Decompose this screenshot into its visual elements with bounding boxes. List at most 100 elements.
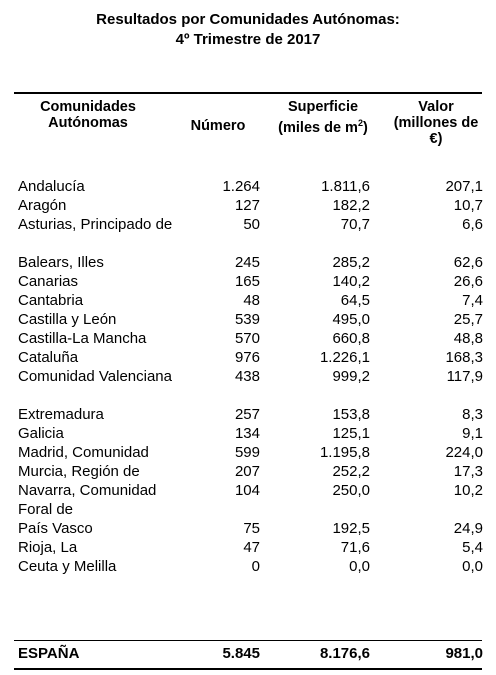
cell-superficie: 125,1 xyxy=(332,425,370,442)
cell-numero: 104 xyxy=(234,482,260,499)
data-rows: Andalucía 1.264 1.811,6 207,1 Aragón 127 182,2… xyxy=(0,177,496,576)
header-superficie-exponent: 2 xyxy=(357,118,363,128)
cell-valor: 17,3 xyxy=(453,463,483,480)
cell-superficie: 0,0 xyxy=(349,558,370,575)
cell-valor: 207,1 xyxy=(445,178,483,195)
header-valor-line1: Valor xyxy=(418,99,454,115)
table-row: Rioja, La 47 71,6 5,4 xyxy=(0,538,496,557)
cell-numero: 599 xyxy=(234,444,260,461)
cell-superficie: 250,0 xyxy=(332,482,370,499)
cell-superficie: 182,2 xyxy=(332,197,370,214)
table-row: Extremadura 257 153,8 8,3 xyxy=(0,405,496,424)
cell-numero: 127 xyxy=(234,197,260,214)
cell-numero: 47 xyxy=(243,539,260,556)
cell-numero: 165 xyxy=(234,273,260,290)
cell-valor: 5,4 xyxy=(462,539,483,556)
cell-superficie: 71,6 xyxy=(340,539,370,556)
table-row: Canarias 165 140,2 26,6 xyxy=(0,272,496,291)
cell-superficie: 252,2 xyxy=(332,463,370,480)
table-row: Cantabria 48 64,5 7,4 xyxy=(0,291,496,310)
cell-valor: 9,1 xyxy=(462,425,483,442)
cell-superficie: 1.195,8 xyxy=(319,444,370,461)
region-name: Asturias, Principado de xyxy=(18,216,173,233)
total-top-rule xyxy=(14,640,482,641)
cell-valor: 0,0 xyxy=(462,558,483,575)
cell-numero: 539 xyxy=(234,311,260,328)
region-name: Comunidad Valenciana xyxy=(18,368,172,385)
header-numero: Número xyxy=(190,118,246,134)
region-name: Andalucía xyxy=(18,178,85,195)
cell-numero: 75 xyxy=(243,520,260,537)
region-name: Castilla-La Mancha xyxy=(18,330,147,347)
table-row: Andalucía 1.264 1.811,6 207,1 xyxy=(0,177,496,196)
table-row: Murcia, Región de 207 252,2 17,3 xyxy=(0,462,496,481)
title-line-1: Resultados por Comunidades Autónomas: xyxy=(96,11,400,28)
cell-valor: 10,7 xyxy=(453,197,483,214)
cell-numero: 245 xyxy=(234,254,260,271)
cell-valor: 6,6 xyxy=(462,216,483,233)
table-row: Comunidad Valenciana 438 999,2 117,9 xyxy=(0,367,496,405)
table-row: Castilla y León 539 495,0 25,7 xyxy=(0,310,496,329)
header-comunidades: Comunidades Autónomas xyxy=(18,99,158,131)
cell-superficie: 153,8 xyxy=(332,406,370,423)
table-row: Balears, Illes 245 285,2 62,6 xyxy=(0,253,496,272)
region-name: Cataluña xyxy=(18,349,79,366)
region-name: Galicia xyxy=(18,425,64,442)
header-comunidades-line2: Autónomas xyxy=(48,115,128,131)
total-numero: 5.845 xyxy=(222,645,260,662)
cell-valor: 24,9 xyxy=(453,520,483,537)
cell-numero: 207 xyxy=(234,463,260,480)
region-name: Aragón xyxy=(18,197,67,214)
title-line-2: 4º Trimestre de 2017 xyxy=(175,31,321,48)
top-rule xyxy=(14,92,482,94)
region-name: Rioja, La xyxy=(18,539,78,556)
cell-superficie: 1.226,1 xyxy=(319,349,370,366)
cell-valor: 26,6 xyxy=(453,273,483,290)
table-row: Madrid, Comunidad 599 1.195,8 224,0 xyxy=(0,443,496,462)
cell-valor: 168,3 xyxy=(445,349,483,366)
cell-superficie: 999,2 xyxy=(332,368,370,385)
cell-valor: 117,9 xyxy=(446,368,483,385)
table-row: Galicia 134 125,1 9,1 xyxy=(0,424,496,443)
header-comunidades-line1: Comunidades xyxy=(40,99,136,115)
cell-valor: 48,8 xyxy=(453,330,483,347)
cell-numero: 0 xyxy=(251,558,260,575)
total-superficie: 8.176,6 xyxy=(319,645,370,662)
cell-numero: 257 xyxy=(234,406,260,423)
bottom-rule xyxy=(14,668,482,670)
table-row: País Vasco 75 192,5 24,9 xyxy=(0,519,496,538)
region-name: Cantabria xyxy=(18,292,84,309)
cell-numero: 50 xyxy=(243,216,260,233)
cell-superficie: 192,5 xyxy=(332,520,370,537)
cell-superficie: 70,7 xyxy=(340,216,370,233)
cell-numero: 976 xyxy=(234,349,260,366)
cell-valor: 25,7 xyxy=(453,311,483,328)
region-name: Extremadura xyxy=(18,406,104,423)
table-row: Navarra, Comunidad Foral de 104 250,0 10,2 xyxy=(0,481,496,519)
region-name: Balears, Illes xyxy=(18,254,104,271)
header-superficie-line1: Superficie xyxy=(287,99,359,115)
total-valor: 981,0 xyxy=(445,645,483,662)
cell-superficie: 1.811,6 xyxy=(321,178,370,195)
header-valor: Valor (millones de €) xyxy=(388,99,484,147)
table-row: Castilla-La Mancha 570 660,8 48,8 xyxy=(0,329,496,348)
cell-superficie: 285,2 xyxy=(332,254,370,271)
cell-numero: 438 xyxy=(234,368,260,385)
header-superficie: Superficie (miles de m2) xyxy=(270,99,376,136)
header-superficie-close: ) xyxy=(362,119,368,136)
region-name: Madrid, Comunidad xyxy=(18,444,149,461)
cell-valor: 7,4 xyxy=(462,292,483,309)
region-name: Navarra, Comunidad Foral de xyxy=(18,482,157,518)
total-name: ESPAÑA xyxy=(18,645,80,662)
header-valor-line2: (millones de xyxy=(393,115,479,131)
cell-superficie: 660,8 xyxy=(332,330,370,347)
table-row: Ceuta y Melilla 0 0,0 0,0 xyxy=(0,557,496,576)
header-valor-line3: €) xyxy=(429,131,443,147)
cell-superficie: 495,0 xyxy=(332,311,370,328)
cell-superficie: 64,5 xyxy=(340,292,370,309)
cell-numero: 134 xyxy=(234,425,260,442)
region-name: Ceuta y Melilla xyxy=(18,558,117,575)
cell-valor: 10,2 xyxy=(453,482,483,499)
cell-numero: 48 xyxy=(243,292,260,309)
cell-valor: 62,6 xyxy=(453,254,483,271)
